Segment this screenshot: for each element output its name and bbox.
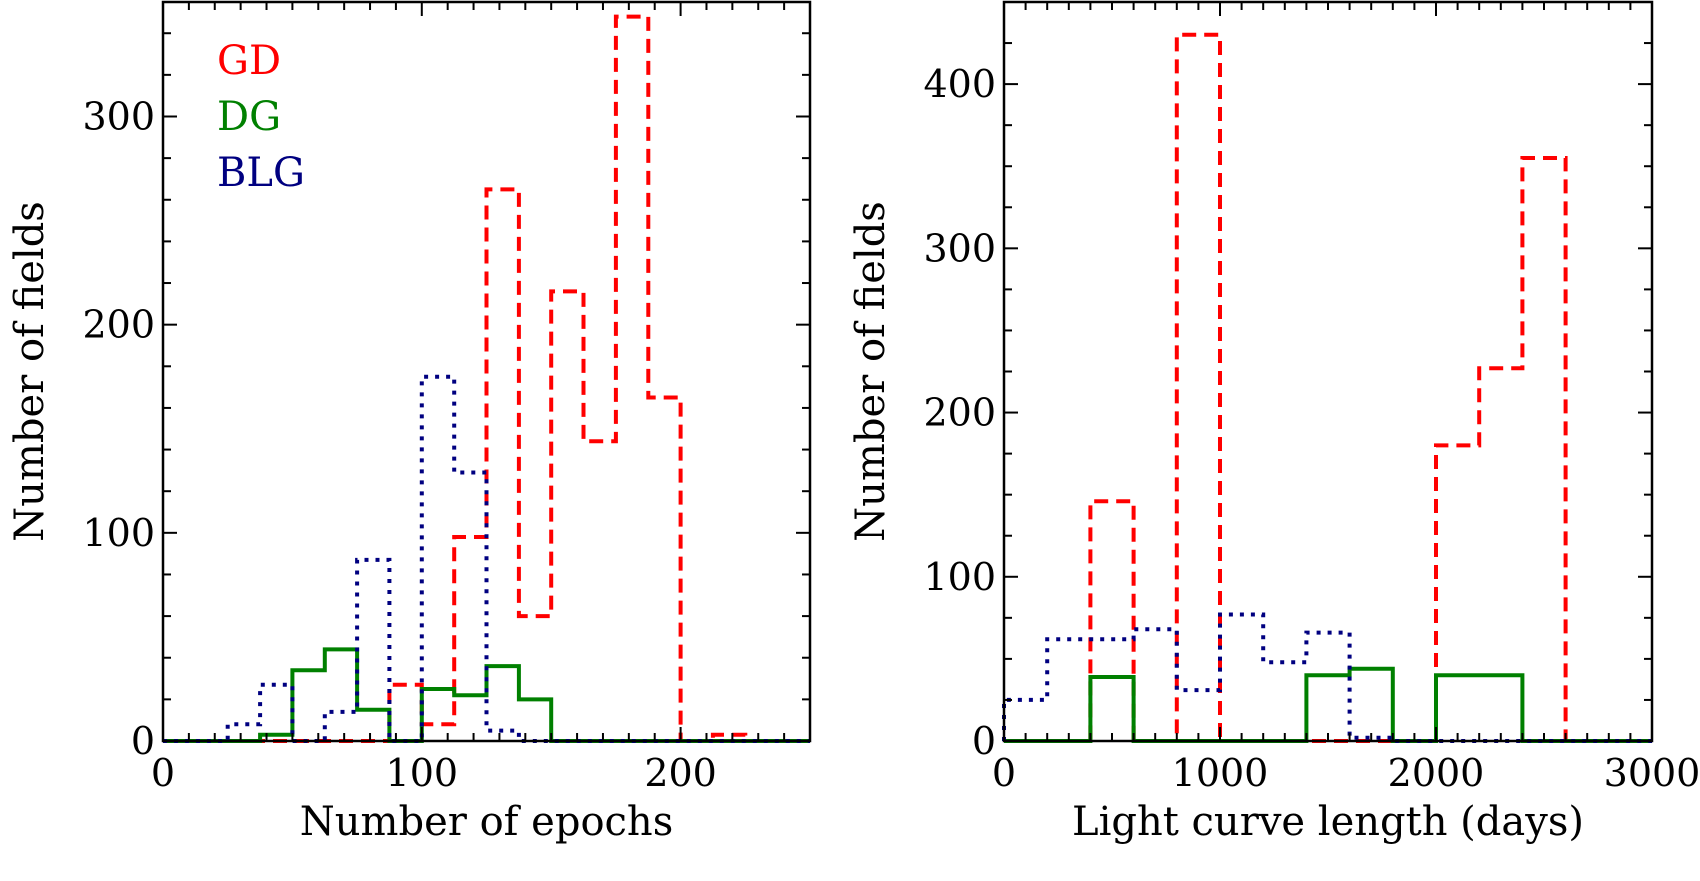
- x-tick-label: 200: [644, 751, 717, 795]
- histogram-dg: [1004, 666, 1652, 743]
- x-axis-label: Number of epochs: [300, 799, 673, 845]
- x-tick-label: 100: [386, 751, 459, 795]
- y-tick-label: 200: [923, 391, 996, 435]
- histogram-dg: [163, 647, 810, 743]
- panel-light-curve-length: 0 1000 2000 3000 0 100 200 300 400 Light curve le…: [848, 0, 1700, 845]
- legend-entry-gd: GD: [217, 38, 281, 84]
- plot-frame: [1002, 0, 1654, 743]
- legend-entry-blg: BLG: [217, 150, 305, 196]
- panel-epochs: 0 100 200 0 100 200 300 Number of epochs Number …: [7, 0, 812, 845]
- y-tick-label: 100: [82, 511, 155, 555]
- y-tick-label: 400: [923, 62, 996, 106]
- y-tick-label: 0: [131, 719, 155, 763]
- ticks: [1003, 1, 1653, 742]
- histogram-gd: [1004, 32, 1652, 743]
- x-axis-label: Light curve length (days): [1072, 799, 1584, 845]
- y-tick-label: 100: [923, 555, 996, 599]
- x-tick-label: 1000: [1172, 751, 1269, 795]
- y-tick-label: 0: [972, 719, 996, 763]
- x-tick-label: 0: [992, 751, 1016, 795]
- y-axis-label: Number of fields: [848, 201, 894, 542]
- ticks: [162, 2, 811, 742]
- plot-frame: [161, 0, 812, 743]
- y-tick-label: 200: [82, 303, 155, 347]
- legend-entry-dg: DG: [217, 94, 281, 140]
- y-tick-label: 300: [923, 226, 996, 270]
- x-tick-label: 2000: [1388, 751, 1485, 795]
- y-tick-label: 300: [82, 94, 155, 138]
- x-tick-label: 3000: [1604, 751, 1700, 795]
- histogram-blg: [1002, 612, 1652, 743]
- x-tick-label: 0: [151, 751, 175, 795]
- y-axis-label: Number of fields: [7, 201, 53, 542]
